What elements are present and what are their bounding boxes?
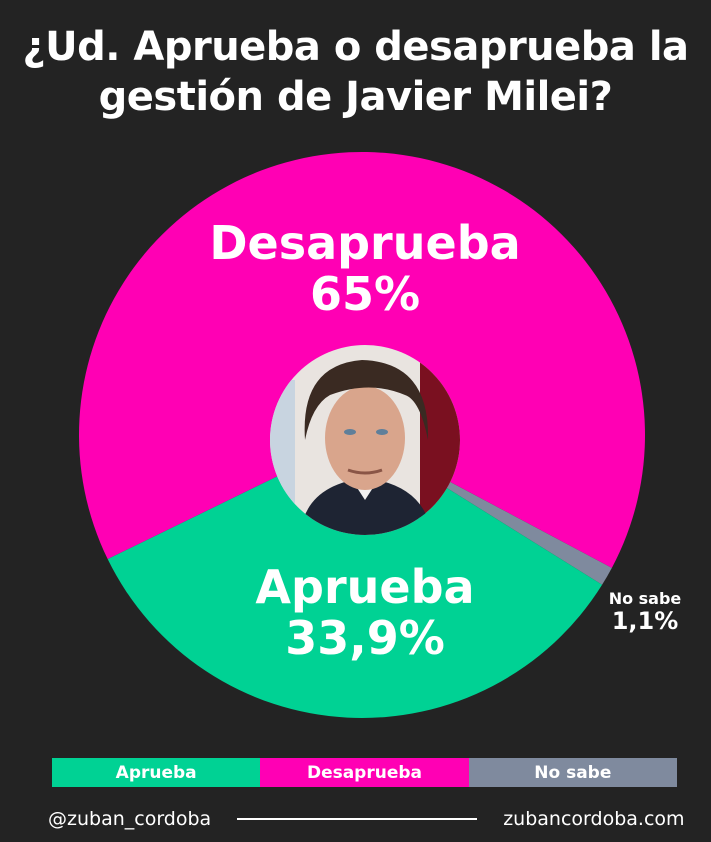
legend-aprueba: Aprueba	[52, 758, 261, 787]
label-desaprueba: Desaprueba 65%	[160, 218, 570, 319]
legend-nosabe: No sabe	[468, 758, 677, 787]
website: zubancordoba.com	[503, 808, 685, 830]
label-nosabe: No sabe 1,1%	[595, 590, 695, 634]
label-desaprueba-value: 65%	[309, 266, 421, 321]
label-aprueba-name: Aprueba	[255, 560, 475, 614]
label-aprueba-value: 33,9%	[285, 610, 445, 665]
label-nosabe-value: 1,1%	[611, 606, 679, 635]
social-handle: @zuban_cordoba	[48, 808, 212, 830]
label-aprueba: Aprueba 33,9%	[160, 562, 570, 663]
legend: Aprueba Desaprueba No sabe	[52, 758, 677, 787]
portrait-photo	[270, 345, 460, 535]
pie-slice-aprueba	[107, 435, 603, 719]
chart-title: ¿Ud. Aprueba o desaprueba la gestión de …	[22, 24, 689, 120]
label-nosabe-name: No sabe	[608, 589, 682, 608]
footer: @zuban_cordoba zubancordoba.com	[48, 808, 685, 830]
label-desaprueba-name: Desaprueba	[209, 216, 521, 270]
divider	[237, 818, 478, 820]
legend-desaprueba: Desaprueba	[260, 758, 469, 787]
